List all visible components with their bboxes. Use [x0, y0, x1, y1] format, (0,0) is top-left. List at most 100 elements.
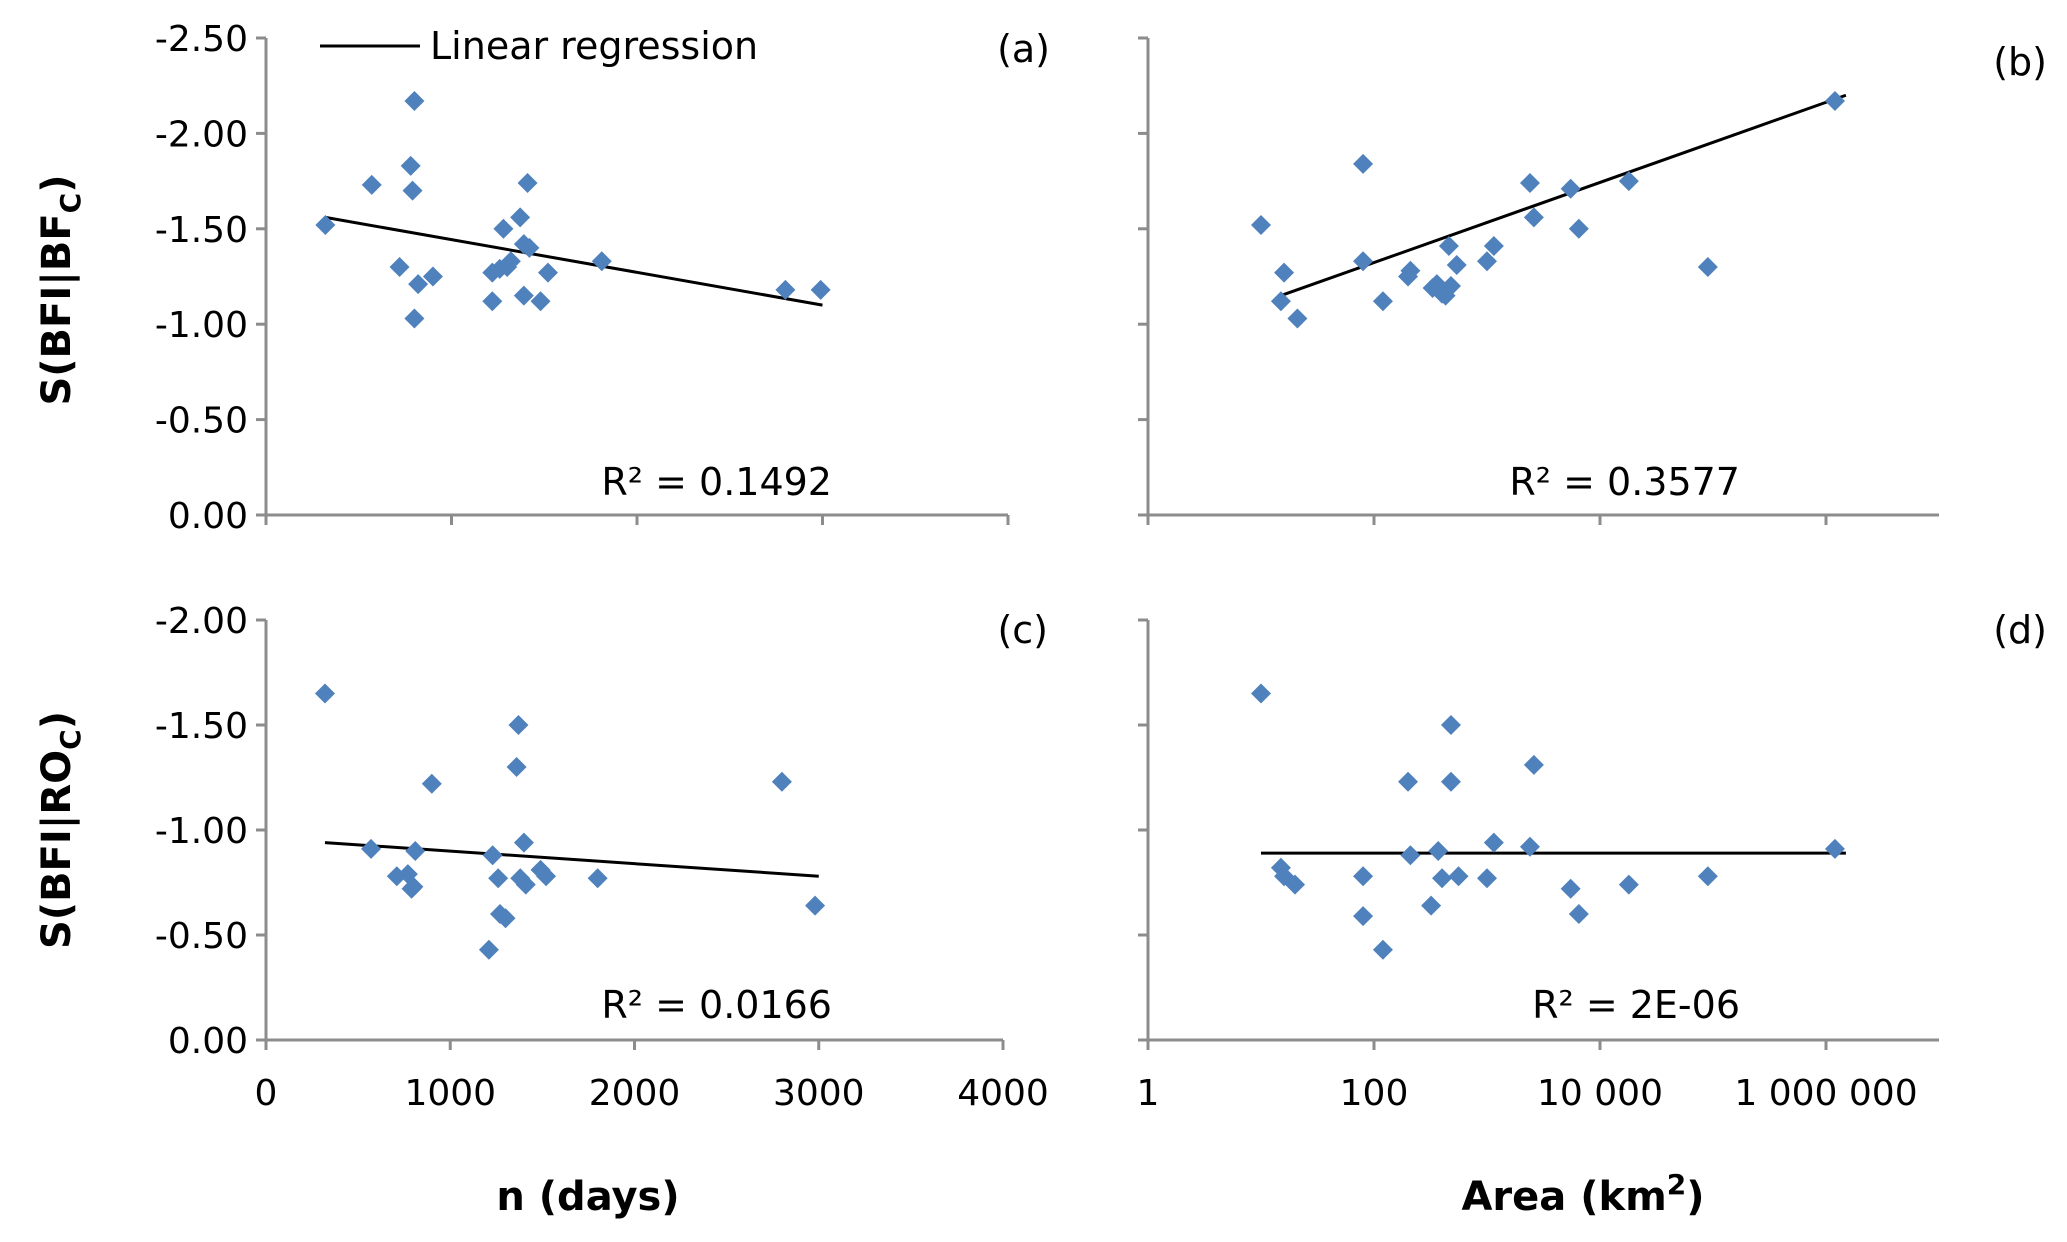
y-tick-label: -2.50 [155, 19, 248, 60]
data-point [506, 757, 527, 777]
data-point [513, 832, 534, 853]
y-tick-label: -1.50 [155, 706, 248, 747]
data-point [1560, 178, 1581, 199]
data-point [1372, 939, 1393, 960]
data-point [1523, 207, 1544, 228]
data-point [530, 291, 551, 312]
data-point [1440, 771, 1461, 792]
data-point [315, 214, 336, 235]
data-point [408, 274, 429, 295]
y-tick-label: 0.00 [168, 1021, 248, 1062]
data-point [403, 876, 424, 897]
panel-label: (d) [1993, 608, 2047, 652]
r-squared-label: R² = 0.1492 [601, 460, 832, 504]
y-tick-label: -2.00 [155, 601, 248, 642]
y-tick-label: -2.00 [155, 114, 248, 155]
y-tick-label: -1.00 [155, 811, 248, 852]
data-point [805, 895, 826, 916]
data-point [422, 266, 443, 287]
y-axis-title-bottom-close: ) [34, 711, 80, 729]
data-point [517, 173, 538, 194]
x-tick-label: 2000 [589, 1073, 681, 1114]
y-axis-title-top-main: S(BFI|BF [34, 213, 81, 405]
data-point [1400, 845, 1421, 866]
regression-line [325, 215, 823, 307]
x-axis-title-left: n (days) [496, 1174, 679, 1220]
data-point [1483, 832, 1504, 853]
y-axis-title-bottom-sub: C [54, 729, 87, 750]
data-point [1353, 153, 1374, 174]
x-axis-title-right-sup: 2 [1667, 1168, 1686, 1201]
data-point [488, 868, 509, 889]
data-point [515, 874, 536, 895]
data-point [1285, 874, 1306, 895]
data-point [1440, 276, 1461, 297]
data-point [810, 279, 831, 300]
x-tick-label: 3000 [773, 1073, 865, 1114]
data-point [1523, 754, 1544, 775]
r-squared-label: R² = 0.0166 [601, 983, 832, 1027]
data-point [1251, 683, 1271, 704]
panel-label: (c) [997, 608, 1048, 652]
data-point [361, 174, 382, 195]
panel-c: -2.00 -1.50 -1.00 -0.50 0.000 1000 2000 3000 400… [155, 601, 1049, 1114]
y-axis-title-bottom: S(BFI|ROC) [34, 711, 87, 949]
x-tick-label: 1 [1137, 1073, 1160, 1114]
data-point [1560, 878, 1581, 899]
data-point [361, 838, 382, 859]
data-point [513, 285, 534, 306]
y-tick-label: -0.50 [155, 401, 248, 442]
data-point [771, 771, 792, 792]
data-point [421, 773, 442, 794]
data-point [587, 868, 608, 889]
data-point [400, 155, 421, 176]
data-point [1438, 235, 1459, 256]
data-point [1400, 260, 1421, 281]
data-point [1428, 841, 1449, 861]
data-point [404, 308, 425, 329]
x-tick-label: 100 [1340, 1073, 1409, 1114]
data-point [1618, 874, 1639, 895]
data-point [482, 291, 503, 312]
data-point [478, 939, 499, 960]
data-point [1421, 895, 1442, 916]
data-point [402, 180, 423, 201]
data-point [1697, 256, 1718, 277]
legend-label: Linear regression [430, 24, 758, 68]
y-axis-title-top: S(BFI|BFC) [34, 174, 87, 405]
data-point [1446, 255, 1467, 276]
panel-b: (b) R² = 0.3577 [1138, 36, 2047, 525]
data-point [1287, 308, 1308, 329]
x-axis-title-right-close: ) [1686, 1174, 1704, 1220]
data-point [519, 237, 540, 258]
data-point [1697, 866, 1718, 887]
data-point [1398, 771, 1419, 792]
data-point [1568, 218, 1589, 239]
legend: Linear regression [320, 24, 758, 68]
panel-a: -2.50 -2.00 -1.50 -1.00 -0.50 0.00 (a) R² = 0.1… [155, 19, 1050, 537]
y-tick-label: -1.00 [155, 305, 248, 346]
x-tick-label: 1 000 000 [1734, 1073, 1917, 1114]
data-point [591, 251, 612, 272]
data-point [1568, 904, 1589, 924]
data-point [1432, 868, 1453, 889]
y-tick-label: -0.50 [155, 916, 248, 957]
data-point [1353, 251, 1374, 272]
x-axis-title-right-main: Area (km [1461, 1174, 1666, 1220]
data-point [1274, 262, 1295, 283]
panels: -2.50 -2.00 -1.50 -1.00 -0.50 0.00 (a) R² = 0.1… [155, 19, 2047, 1114]
data-point [1251, 214, 1271, 235]
y-tick-label: 0.00 [168, 496, 248, 537]
data-point [482, 845, 503, 866]
data-point [1372, 291, 1393, 312]
data-point [537, 262, 558, 283]
data-point [1824, 90, 1845, 111]
data-point [405, 841, 426, 861]
data-point [500, 251, 521, 272]
data-point [1270, 291, 1291, 312]
data-point [1440, 715, 1461, 735]
x-tick-label: 10 000 [1537, 1073, 1663, 1114]
data-point [1618, 171, 1639, 192]
y-axis-title-top-close: ) [34, 174, 80, 192]
x-tick-label: 0 [255, 1073, 278, 1114]
